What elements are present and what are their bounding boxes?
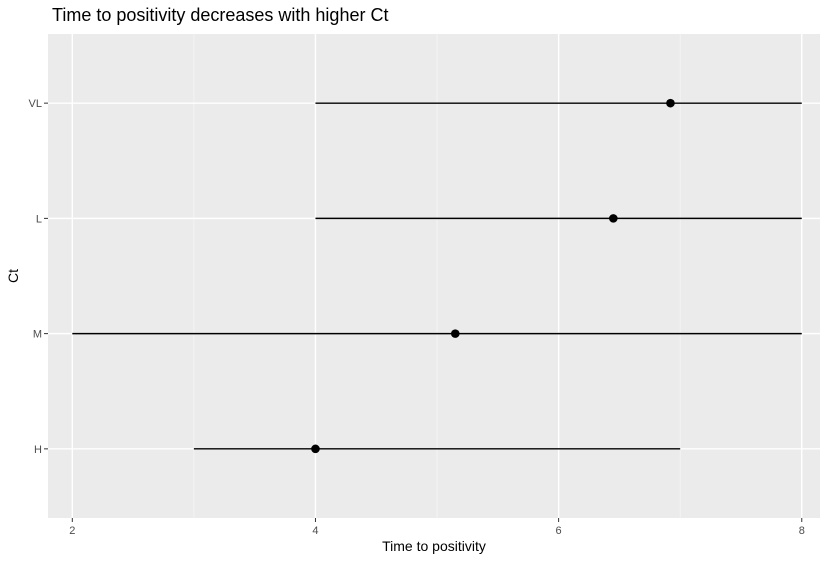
point-vl [666,98,675,108]
x-tick-label: 4 [312,525,318,537]
point-h [311,444,320,454]
ticks-layer: 2 4 6 8 H M L VL [29,98,805,537]
marks-layer [72,98,802,454]
point-l [609,214,618,223]
point-m [450,329,460,338]
y-tick-label: L [36,213,42,225]
x-tick-label: 6 [556,525,562,537]
x-tick-label: 2 [69,525,75,537]
x-axis-title: Time to positivity [382,538,486,554]
plot-panel [48,34,820,518]
y-tick-label: VL [29,98,42,110]
y-axis-title: Ct [5,269,21,283]
y-tick-label: H [34,444,42,456]
y-tick-label: M [33,329,42,341]
chart-title: Time to positivity decreases with higher… [52,5,388,25]
x-tick-label: 8 [799,525,805,537]
